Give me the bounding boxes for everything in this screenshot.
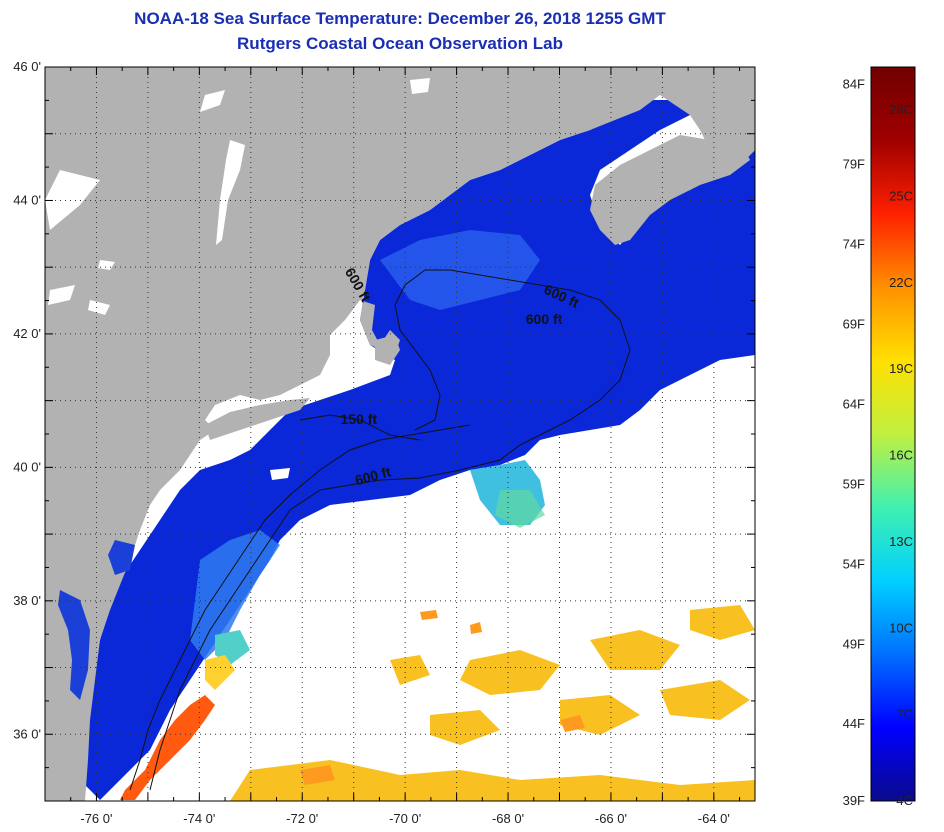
bathymetry-contours (129, 269, 631, 791)
colorbar-f-label: 64F (843, 396, 865, 411)
colorbar-c-label: 10C (889, 620, 913, 635)
colorbar-f-label: 44F (843, 716, 865, 731)
colorbar-f-label: 84F (843, 77, 865, 92)
colorbar-f-label: 49F (843, 636, 865, 651)
lon-tick-label: -76 0' (80, 811, 112, 826)
colorbar-f-label: 39F (843, 793, 865, 808)
contour-150ft (129, 424, 471, 791)
colorbar-c-label: 7C (896, 707, 913, 722)
colorbar-c-label: 4C (896, 793, 913, 808)
colorbar-c-label: 25C (889, 189, 913, 204)
longitude-axis: -76 0' -74 0' -72 0' -70 0' -68 0' -66 0' -64 … (44, 67, 741, 826)
chesapeake-bay (58, 590, 90, 700)
delaware-bay (108, 540, 135, 575)
gulf-stream-yellow-edge (205, 655, 235, 690)
colorbar-f-label: 54F (843, 556, 865, 571)
colorbar-c-label: 28C (889, 102, 913, 117)
lon-tick-label: -64 0' (698, 811, 730, 826)
map-subtitle: Rutgers Coastal Ocean Observation Lab (237, 34, 563, 53)
slope-water-south (190, 530, 280, 660)
lat-tick-label: 38 0' (13, 593, 41, 608)
lakes (45, 78, 430, 480)
colorbar-f-label: 79F (843, 157, 865, 172)
orange-patches (300, 610, 585, 785)
land-mass (45, 67, 755, 801)
lon-tick-label: -70 0' (389, 811, 421, 826)
colorbar-celsius-labels: 28C 25C 22C 19C 16C 13C 10C 7C 4C (889, 102, 913, 808)
map-title: NOAA-18 Sea Surface Temperature: Decembe… (134, 9, 666, 28)
colorbar (870, 66, 916, 802)
contour-label: 150 ft (341, 411, 378, 427)
gulf-stream-warm-water (120, 695, 215, 800)
colorbar-f-label: 69F (843, 316, 865, 331)
lat-tick-label: 36 0' (13, 726, 41, 741)
contour-600ft (149, 269, 631, 791)
cape-cod (375, 335, 400, 365)
colorbar-fahrenheit-labels: 84F 79F 74F 69F 64F 59F 54F 49F 44F 39F (843, 77, 865, 808)
colorbar-f-label: 74F (843, 237, 865, 252)
contour-label: 600 ft (526, 311, 563, 327)
lat-tick-label: 46 0' (13, 59, 41, 74)
latitude-axis: 46 0' 44 0' 42 0' 40 0' 38 0' 36 0' (13, 59, 755, 769)
long-island (205, 398, 310, 440)
slope-water-region (380, 230, 540, 310)
warm-patches (230, 605, 755, 801)
lon-tick-label: -68 0' (492, 811, 524, 826)
nova-scotia (590, 135, 750, 245)
lat-tick-label: 42 0' (13, 326, 41, 341)
colorbar-c-label: 19C (889, 361, 913, 376)
shelf-water-region (80, 100, 755, 800)
shelf-break-front (495, 490, 545, 528)
lat-tick-label: 40 0' (13, 459, 41, 474)
graticule (45, 67, 755, 801)
colorbar-f-label: 59F (843, 476, 865, 491)
colorbar-c-label: 22C (889, 275, 913, 290)
colorbar-c-label: 13C (889, 534, 913, 549)
colorbar-c-label: 16C (889, 448, 913, 463)
lat-tick-label: 44 0' (13, 192, 41, 207)
lon-tick-label: -74 0' (183, 811, 215, 826)
lon-tick-label: -66 0' (595, 811, 627, 826)
lon-tick-label: -72 0' (286, 811, 318, 826)
